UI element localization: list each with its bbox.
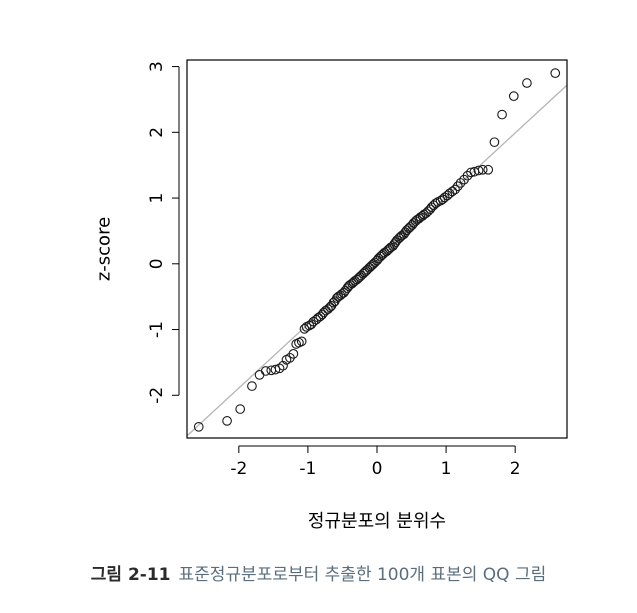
y-tick-label: -2: [147, 387, 167, 404]
data-point: [397, 230, 407, 241]
data-point: [368, 258, 379, 269]
figure-caption-text: 표준정규분포로부터 추출한 100개 표본의 QQ 그림: [178, 565, 547, 585]
data-point: [489, 137, 500, 148]
data-point: [274, 363, 285, 374]
x-tick-label: 2: [510, 459, 521, 479]
data-point: [447, 186, 458, 197]
data-point: [455, 178, 466, 188]
data-point: [222, 416, 232, 426]
data-point: [477, 164, 488, 175]
data-point: [278, 360, 288, 371]
data-point: [288, 349, 299, 359]
axes-layer: -2 -1 0 1 2 -2 -1 0 1 2 3: [147, 61, 521, 479]
data-point: [385, 242, 396, 253]
data-point: [401, 225, 412, 236]
y-axis-title: z-score: [94, 217, 115, 281]
data-point: [299, 324, 310, 334]
y-tick-label: -1: [147, 321, 167, 338]
data-point: [254, 370, 265, 380]
x-tick-label: -1: [299, 459, 316, 479]
data-point: [466, 167, 476, 178]
y-tick-label: 2: [147, 127, 167, 138]
y-tick-label: 3: [147, 61, 167, 72]
x-tick-label: 0: [372, 459, 383, 479]
qq-plot-chart: -2 -1 0 1 2 -2 -1 0 1 2 3 정규분포의 분위수 z-score: [94, 59, 568, 532]
data-point: [336, 289, 347, 299]
data-point: [497, 109, 507, 120]
data-point: [403, 223, 414, 234]
data-point: [522, 78, 532, 88]
data-point: [247, 381, 257, 391]
y-tick-label: 1: [147, 193, 167, 204]
plot-frame: [186, 59, 568, 439]
data-point: [550, 68, 561, 78]
data-points-layer: [193, 68, 561, 432]
x-tick-label: 1: [441, 459, 452, 479]
y-tick-label: 0: [147, 258, 167, 269]
data-point: [323, 304, 333, 315]
data-point: [450, 184, 460, 195]
x-axis-title: 정규분포의 분위수: [308, 511, 446, 532]
x-tick-label: -2: [230, 459, 247, 479]
figure-number: 그림 2-11: [90, 565, 171, 585]
data-point: [235, 404, 246, 414]
data-point: [452, 181, 463, 192]
data-point: [296, 336, 307, 347]
data-point: [483, 164, 494, 175]
figure-caption: 그림 2-11 표준정규분포로부터 추출한 100개 표본의 QQ 그림: [0, 560, 637, 585]
data-point: [260, 366, 271, 376]
data-point: [473, 165, 484, 176]
data-point: [508, 91, 519, 102]
data-point: [270, 364, 281, 375]
data-point: [193, 421, 204, 432]
